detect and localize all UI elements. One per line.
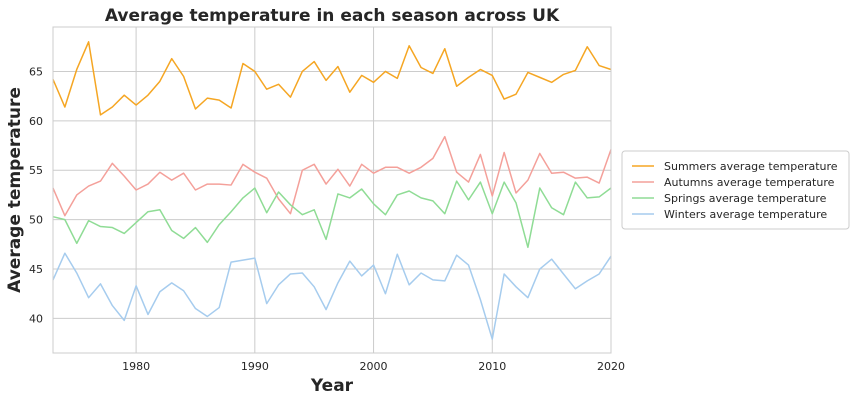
y-axis-label: Average temperature: [5, 87, 25, 293]
series-line-1: [52, 41, 612, 116]
series-line-3: [52, 180, 612, 249]
legend-label-3: Springs average temperature: [664, 192, 827, 205]
x-tick-label-2020: 2020: [597, 360, 625, 373]
x-tick-label-2010: 2010: [478, 360, 506, 373]
x-tick-label-1990: 1990: [241, 360, 269, 373]
y-tick-label-45: 45: [29, 263, 43, 276]
series-line-2: [52, 135, 612, 217]
y-axis-ticks: 40 45 50 55 60 65: [29, 65, 43, 325]
series-line-4: [52, 252, 612, 340]
x-axis-ticks: 1980 1990 2000 2010 2020: [122, 360, 625, 373]
plot-frame: [52, 26, 612, 354]
legend-box: [621, 150, 850, 230]
legend-label-2: Autumns average temperature: [664, 176, 835, 189]
x-tick-label-2000: 2000: [360, 360, 388, 373]
legend: Summers average temperature Autumns avera…: [621, 150, 850, 230]
chart-title: Average temperature in each season acros…: [105, 6, 560, 26]
y-tick-label-60: 60: [29, 115, 43, 128]
x-axis-label: Year: [310, 376, 354, 396]
x-tick-label-1980: 1980: [122, 360, 150, 373]
legend-label-4: Winters average temperature: [664, 208, 827, 221]
y-tick-label-65: 65: [29, 65, 43, 78]
y-tick-label-40: 40: [29, 312, 43, 325]
legend-label-1: Summers average temperature: [664, 160, 838, 173]
series-lines: [52, 41, 612, 340]
y-tick-label-55: 55: [29, 164, 43, 177]
y-tick-label-50: 50: [29, 214, 43, 227]
